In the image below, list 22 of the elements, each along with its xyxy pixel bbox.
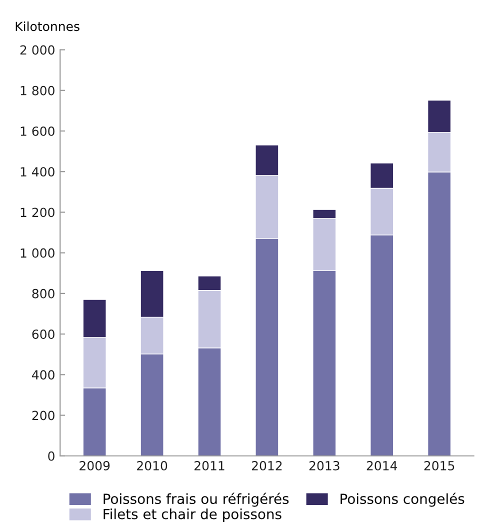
y-tick-label: 1 600 bbox=[20, 126, 54, 136]
y-axis-title: Kilotonnes bbox=[16, 21, 80, 32]
x-tick-label: 2014 bbox=[366, 460, 398, 470]
x-tick-label: 2010 bbox=[137, 460, 168, 470]
x-tick-label: 2013 bbox=[309, 460, 340, 470]
y-tick-label: 0 bbox=[48, 451, 54, 461]
y-tick-label: 600 bbox=[32, 330, 54, 339]
y-tick-label: 1 000 bbox=[20, 248, 54, 258]
legend-label: Filets et chair de poissons bbox=[104, 508, 282, 522]
x-tick-label: 2012 bbox=[252, 460, 282, 470]
y-tick-label: 2 000 bbox=[20, 45, 54, 55]
y-tick-label: 1 800 bbox=[20, 86, 54, 96]
y-tick-label: 400 bbox=[32, 370, 54, 380]
y-tick-label: 1 200 bbox=[20, 208, 54, 218]
y-tick-label: 800 bbox=[32, 288, 54, 298]
x-tick-label: 2011 bbox=[194, 460, 224, 470]
y-tick-label: 200 bbox=[32, 410, 54, 420]
legend-label: Poissons frais ou réfrigérés bbox=[104, 492, 289, 507]
y-tick-label: 1 400 bbox=[20, 167, 54, 177]
x-tick-label: 2015 bbox=[424, 460, 454, 470]
legend-label: Poissons congelés bbox=[340, 492, 464, 507]
x-tick-label: 2009 bbox=[80, 460, 110, 470]
